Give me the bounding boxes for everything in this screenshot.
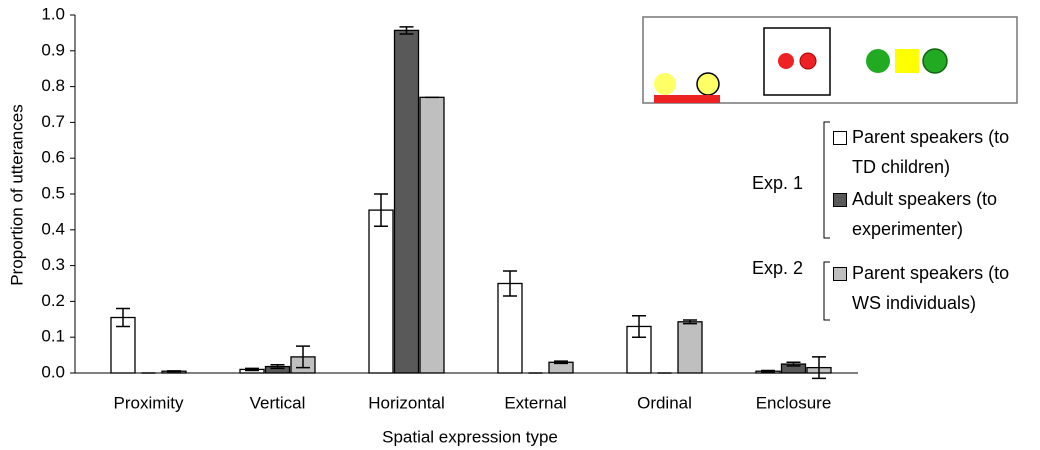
- legend-group-label: Exp. 2: [752, 258, 803, 279]
- error-bar: [167, 371, 181, 372]
- bar: [678, 322, 702, 373]
- inset-circle: [866, 49, 890, 73]
- x-axis-title: Spatial expression type: [382, 427, 558, 446]
- legend-bracket: [824, 122, 830, 238]
- legend-swatch: [833, 267, 847, 281]
- legend-group-label: Exp. 1: [752, 173, 803, 194]
- bar: [420, 97, 444, 373]
- legend-swatch: [833, 193, 847, 207]
- inset-square: [895, 49, 919, 73]
- y-tick-label: 0.5: [41, 183, 65, 202]
- x-tick-label: Horizontal: [368, 393, 445, 412]
- inset-circle: [800, 53, 816, 69]
- x-tick-label: Vertical: [250, 393, 306, 412]
- y-tick-label: 0.6: [41, 148, 65, 167]
- x-tick-label: Proximity: [114, 393, 184, 412]
- bar: [395, 30, 419, 373]
- y-tick-label: 0.0: [41, 362, 65, 381]
- y-tick-label: 0.2: [41, 291, 65, 310]
- legend-label: Adult speakers (to experimenter): [852, 184, 1032, 244]
- legend-swatch: [833, 131, 847, 145]
- inset-box: [764, 28, 830, 95]
- y-tick-label: 0.1: [41, 327, 65, 346]
- y-tick-label: 0.4: [41, 219, 65, 238]
- y-tick-label: 0.9: [41, 40, 65, 59]
- x-tick-label: External: [504, 393, 566, 412]
- y-tick-label: 0.3: [41, 255, 65, 274]
- x-tick-label: Ordinal: [637, 393, 692, 412]
- y-tick-label: 0.7: [41, 112, 65, 131]
- inset-circle: [654, 73, 676, 95]
- y-axis-title: Proportion of utterances: [7, 104, 26, 285]
- inset-circle: [697, 73, 719, 95]
- y-tick-label: 0.8: [41, 76, 65, 95]
- inset-circle: [923, 49, 947, 73]
- error-bar: [761, 370, 775, 371]
- x-tick-label: Enclosure: [756, 393, 832, 412]
- bar: [498, 284, 522, 374]
- page: Spatial expression type Proportion of ut…: [0, 0, 1040, 450]
- bar: [369, 210, 393, 373]
- inset-image: [643, 17, 1017, 103]
- inset-circle: [778, 53, 794, 69]
- legend-label: Parent speakers (to WS individuals): [852, 258, 1032, 318]
- legend-label: Parent speakers (to TD children): [852, 122, 1032, 182]
- inset-bar: [654, 95, 720, 103]
- y-tick-label: 1.0: [41, 4, 65, 23]
- legend-bracket: [824, 262, 830, 320]
